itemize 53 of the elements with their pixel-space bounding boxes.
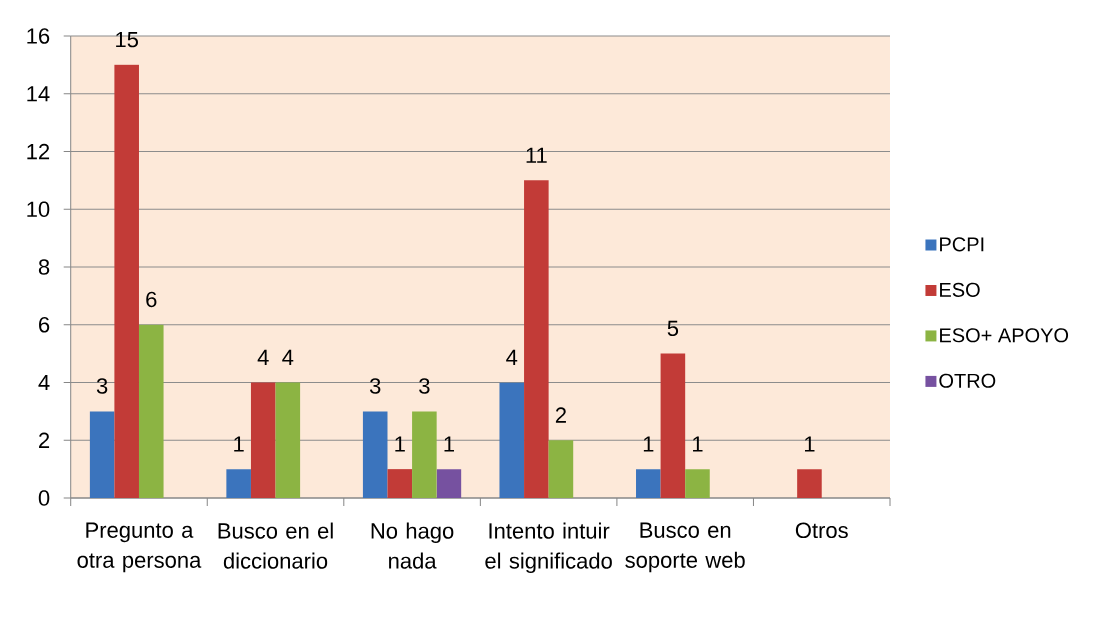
bar bbox=[499, 382, 525, 498]
data-label: 3 bbox=[96, 378, 108, 394]
y-tick-label: 6 bbox=[39, 316, 50, 333]
y-tick-label: 2 bbox=[39, 432, 50, 448]
data-label: 1 bbox=[444, 436, 454, 452]
y-tick-label: 8 bbox=[38, 259, 50, 275]
bar bbox=[660, 353, 686, 498]
legend-label: OTRO bbox=[939, 373, 996, 388]
data-label: 1 bbox=[643, 436, 654, 452]
data-label: 11 bbox=[526, 147, 547, 163]
data-label: 1 bbox=[805, 436, 815, 452]
x-tick-label: Pregunto a otra persona bbox=[77, 522, 202, 573]
bar bbox=[89, 411, 115, 498]
x-tick-label: Intento intuir el significado bbox=[485, 522, 612, 574]
bar bbox=[114, 64, 139, 498]
data-label: 4 bbox=[282, 349, 294, 365]
y-tick-label: 0 bbox=[38, 490, 50, 506]
bar bbox=[636, 469, 661, 498]
bar bbox=[275, 382, 301, 498]
y-tick-label: 16 bbox=[27, 28, 50, 44]
legend-label: PCPI bbox=[940, 237, 984, 252]
bar bbox=[138, 324, 164, 498]
data-label: 15 bbox=[116, 31, 138, 48]
data-label: 3 bbox=[369, 378, 381, 394]
x-tick-label: Busco en soporte web bbox=[625, 522, 745, 573]
y-tick-label: 10 bbox=[27, 201, 50, 218]
data-label: 1 bbox=[395, 436, 405, 452]
bar bbox=[685, 469, 710, 498]
bar bbox=[250, 382, 276, 498]
bar bbox=[412, 411, 437, 498]
legend-label: ESO+ APOYO bbox=[940, 328, 1069, 343]
data-label: 1 bbox=[693, 436, 703, 452]
data-label: 4 bbox=[506, 349, 518, 365]
bar bbox=[226, 469, 251, 498]
data-label: 5 bbox=[667, 320, 679, 337]
data-label: 2 bbox=[555, 407, 566, 423]
bar bbox=[436, 469, 462, 498]
bar bbox=[524, 180, 549, 498]
bar bbox=[797, 469, 822, 498]
data-label: 3 bbox=[419, 378, 430, 394]
bar bbox=[387, 469, 413, 498]
data-label: 4 bbox=[257, 349, 269, 365]
data-label: 1 bbox=[234, 436, 244, 452]
bar bbox=[548, 440, 574, 498]
data-label: 6 bbox=[146, 291, 157, 308]
y-tick-label: 14 bbox=[27, 86, 50, 102]
x-tick-label: Busco en el diccionario bbox=[218, 522, 333, 569]
x-tick-label: Otros bbox=[795, 522, 848, 539]
y-tick-label: 12 bbox=[27, 143, 50, 160]
legend-label: ESO bbox=[940, 282, 980, 297]
y-tick-label: 4 bbox=[38, 374, 50, 391]
bar bbox=[362, 411, 388, 498]
x-tick-label: No hago nada bbox=[371, 522, 454, 569]
